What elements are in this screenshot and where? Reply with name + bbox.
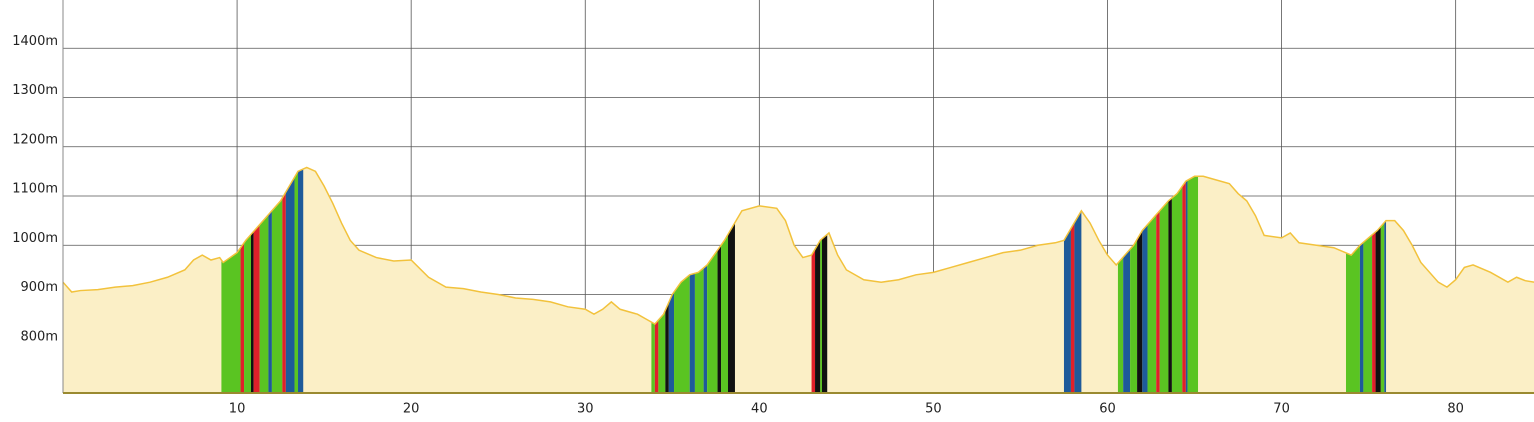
gradient-stripe xyxy=(1168,197,1172,393)
gradient-stripe xyxy=(717,245,722,393)
gradient-stripe xyxy=(1137,230,1143,393)
y-tick-label: 1400m xyxy=(12,34,58,49)
elevation-line xyxy=(62,166,1534,326)
gradient-stripe xyxy=(1187,176,1199,393)
x-tick-label: 50 xyxy=(925,402,942,417)
gradient-stripe xyxy=(268,210,272,393)
gradient-stripe xyxy=(240,242,245,393)
gradient-stripe xyxy=(1156,210,1160,393)
gradient-stripe xyxy=(1159,200,1169,393)
gradient-stripe xyxy=(703,264,708,393)
gradient-stripe xyxy=(1074,210,1082,393)
gradient-stripe xyxy=(253,224,260,393)
gradient-stripe xyxy=(1363,234,1373,393)
x-tick-label: 30 xyxy=(577,402,594,417)
gradient-stripe xyxy=(689,273,695,393)
gradient-stripe xyxy=(707,250,718,393)
x-tick-label: 40 xyxy=(751,402,768,417)
gradient-stripe xyxy=(1384,220,1387,393)
y-tick-label: 1000m xyxy=(12,231,58,246)
gradient-stripe xyxy=(1375,226,1381,393)
gradient-stripe xyxy=(1147,214,1157,393)
gradient-stripe xyxy=(822,234,828,393)
gradient-stripe xyxy=(665,302,669,393)
gradient-stripe xyxy=(298,169,304,393)
gradient-stripe xyxy=(282,192,286,393)
gradient-stripe xyxy=(811,249,816,393)
x-tick-label: 60 xyxy=(1099,402,1116,417)
gradient-stripe xyxy=(259,214,269,393)
gradient-stripe xyxy=(1372,231,1376,393)
gradient-stripe xyxy=(1345,245,1360,393)
x-tick-label: 20 xyxy=(403,402,420,417)
x-tick-label: 80 xyxy=(1447,402,1464,417)
gradient-stripe xyxy=(727,222,735,393)
y-tick-label: 1300m xyxy=(12,83,58,98)
x-tick-label: 10 xyxy=(229,402,246,417)
gradient-stripe xyxy=(694,267,704,393)
gradient-stripe xyxy=(1380,222,1385,393)
gradient-stripe xyxy=(674,274,690,393)
y-tick-label: 1200m xyxy=(12,132,58,147)
gradient-stripe xyxy=(658,310,666,393)
gradient-stripe xyxy=(654,320,659,393)
y-tick-label: 900m xyxy=(21,280,58,295)
gradient-stripe xyxy=(244,234,252,393)
x-tick-label: 70 xyxy=(1273,402,1290,417)
gradient-stripe xyxy=(271,197,283,393)
gradient-stripe xyxy=(1063,228,1071,393)
gradient-stripe xyxy=(1117,257,1124,393)
gradient-stripe xyxy=(221,247,241,393)
gradient-stripe xyxy=(820,238,823,393)
gradient-stripe xyxy=(1171,186,1183,393)
gradient-stripe xyxy=(1359,242,1364,393)
y-tick-label: 800m xyxy=(21,329,58,344)
gradient-stripe xyxy=(251,231,254,393)
gradient-stripe xyxy=(1070,222,1075,393)
gradient-stripe xyxy=(1142,224,1148,393)
gradient-stripe xyxy=(721,234,728,393)
gradient-stripe xyxy=(1185,180,1188,393)
gradient-stripe xyxy=(285,177,295,393)
gradient-stripe xyxy=(294,171,299,393)
gradient-stripe xyxy=(1130,239,1138,393)
gradient-stripe xyxy=(651,322,655,393)
gradient-stripe xyxy=(668,292,675,393)
y-tick-label: 1100m xyxy=(12,182,58,197)
gradient-stripe xyxy=(1123,249,1131,393)
gradient-stripe xyxy=(815,240,821,393)
gradient-stripe xyxy=(1182,181,1186,393)
